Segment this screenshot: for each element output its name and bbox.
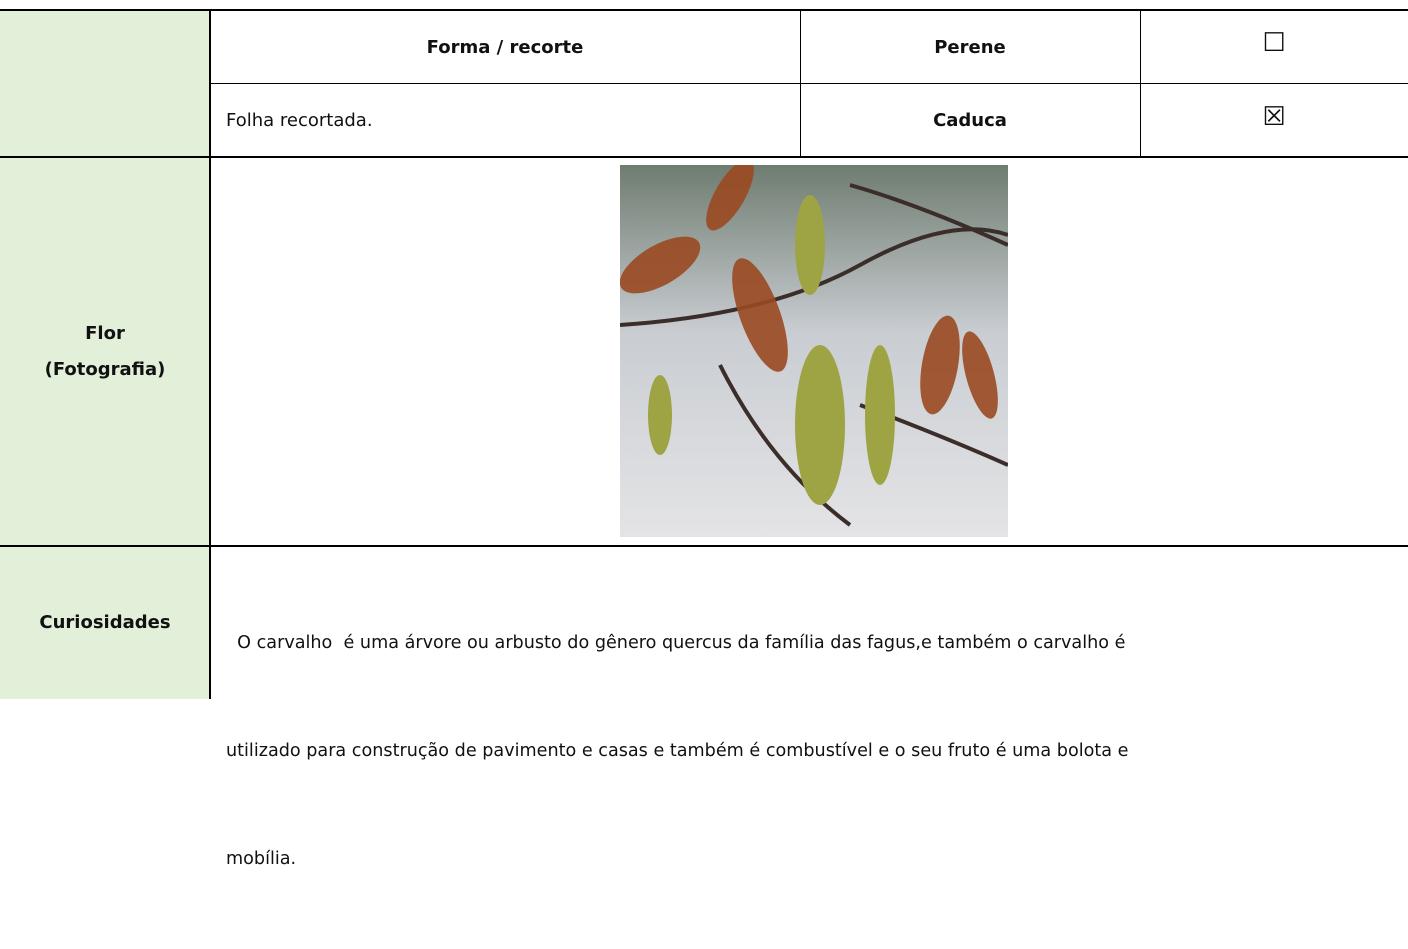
border bbox=[800, 9, 801, 157]
shape-text: Folha recortada. bbox=[226, 110, 373, 131]
border bbox=[0, 9, 1408, 11]
curiosities-label: Curiosidades bbox=[0, 546, 210, 699]
border bbox=[0, 156, 1408, 158]
border bbox=[210, 83, 1408, 84]
border bbox=[0, 545, 1408, 547]
photo bbox=[620, 165, 1008, 537]
flower-label: Flor (Fotografia) bbox=[0, 157, 210, 546]
paragraph: O carvalho é uma árvore ou arbusto do gê… bbox=[226, 553, 1128, 949]
text-line: utilizado para construção de pavimento e… bbox=[226, 741, 1129, 761]
text-line: O carvalho é uma árvore ou arbusto do gê… bbox=[226, 633, 1126, 653]
border bbox=[209, 9, 211, 699]
checkbox: ☐ bbox=[1262, 28, 1286, 58]
label-line: (Fotografia) bbox=[44, 358, 166, 380]
option-label: Perene bbox=[934, 36, 1006, 58]
text-line: mobília. bbox=[226, 849, 297, 869]
label-line: Flor bbox=[85, 322, 125, 344]
border bbox=[1140, 9, 1141, 157]
header: Forma / recorte bbox=[426, 36, 584, 58]
label-cell bbox=[0, 10, 210, 157]
checkbox: ☒ bbox=[1262, 101, 1286, 132]
page: Flor (Fotografia) Curiosidades Forma / r… bbox=[0, 9, 1408, 869]
option-label: Caduca bbox=[933, 110, 1007, 131]
